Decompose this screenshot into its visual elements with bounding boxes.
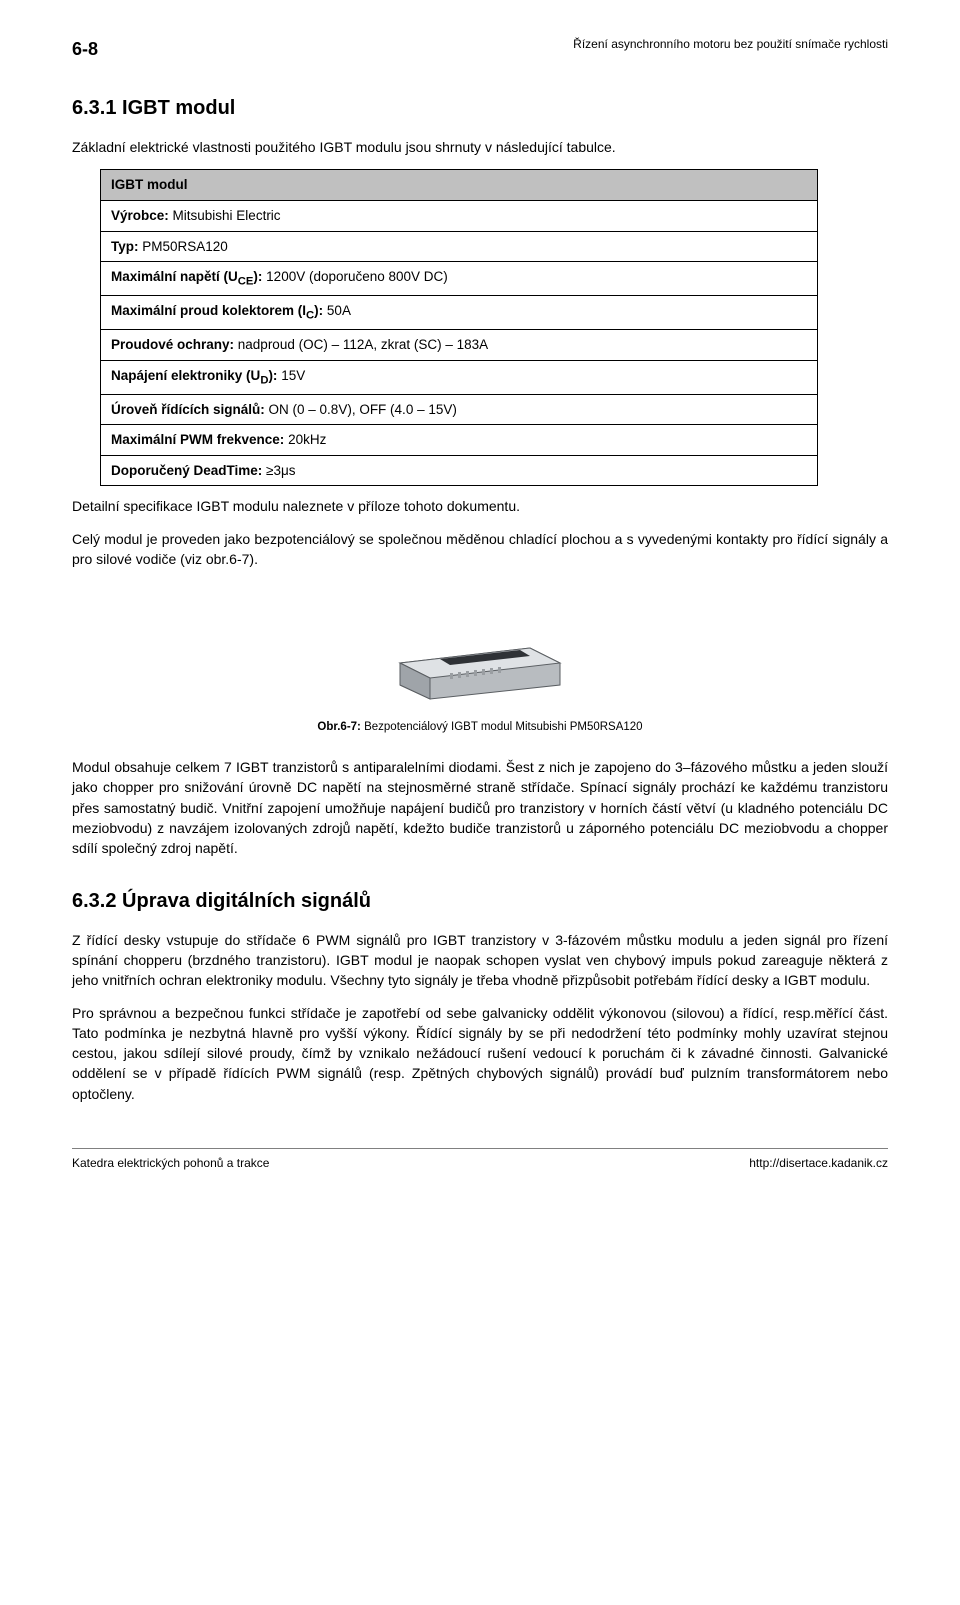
footer-right: http://disertace.kadanik.cz bbox=[749, 1155, 888, 1172]
spec-label: Úroveň řídících signálů: bbox=[111, 402, 265, 417]
spec-value: ≥3μs bbox=[262, 463, 295, 478]
spec-label: Napájení elektroniky (U bbox=[111, 368, 260, 383]
spec-label: Doporučený DeadTime: bbox=[111, 463, 262, 478]
section-631-intro: Základní elektrické vlastnosti použitého… bbox=[72, 137, 888, 157]
footer-left: Katedra elektrických pohonů a trakce bbox=[72, 1155, 269, 1172]
section-632-heading: 6.3.2 Úprava digitálních signálů bbox=[72, 887, 888, 916]
after-table-p1: Detailní specifikace IGBT modulu nalezne… bbox=[72, 496, 888, 516]
spec-value: 50A bbox=[323, 303, 351, 318]
table-row: Doporučený DeadTime: ≥3μs bbox=[101, 455, 818, 486]
figure-caption-label: Obr.6-7: bbox=[317, 721, 360, 733]
table-row: Maximální PWM frekvence: 20kHz bbox=[101, 425, 818, 456]
igbt-module-icon bbox=[380, 593, 580, 703]
page-footer: Katedra elektrických pohonů a trakce htt… bbox=[72, 1148, 888, 1172]
table-cell: Maximální napětí (UCE): 1200V (doporučen… bbox=[101, 262, 818, 296]
section-631-heading: 6.3.1 IGBT modul bbox=[72, 94, 888, 123]
table-cell: Maximální proud kolektorem (IC): 50A bbox=[101, 296, 818, 330]
table-cell: Maximální PWM frekvence: 20kHz bbox=[101, 425, 818, 456]
table-row: Výrobce: Mitsubishi Electric bbox=[101, 200, 818, 231]
table-row: Maximální proud kolektorem (IC): 50A bbox=[101, 296, 818, 330]
running-title: Řízení asynchronního motoru bez použití … bbox=[573, 36, 888, 62]
table-row: Maximální napětí (UCE): 1200V (doporučen… bbox=[101, 262, 818, 296]
spec-value: ON (0 – 0.8V), OFF (4.0 – 15V) bbox=[265, 402, 457, 417]
spec-label-subscript: C bbox=[306, 310, 314, 322]
table-header-cell: IGBT modul bbox=[101, 170, 818, 201]
table-cell: Doporučený DeadTime: ≥3μs bbox=[101, 455, 818, 486]
table-cell: Výrobce: Mitsubishi Electric bbox=[101, 200, 818, 231]
after-table-p2: Celý modul je proveden jako bezpotenciál… bbox=[72, 529, 888, 570]
spec-value: nadproud (OC) – 112A, zkrat (SC) – 183A bbox=[234, 337, 488, 352]
spec-label: Maximální PWM frekvence: bbox=[111, 432, 284, 447]
spec-label: Maximální proud kolektorem (I bbox=[111, 303, 306, 318]
spec-label: Proudové ochrany: bbox=[111, 337, 234, 352]
table-row: Úroveň řídících signálů: ON (0 – 0.8V), … bbox=[101, 394, 818, 425]
spec-label-subscript: CE bbox=[238, 276, 254, 288]
spec-value: PM50RSA120 bbox=[139, 239, 228, 254]
table-cell: Typ: PM50RSA120 bbox=[101, 231, 818, 262]
spec-label: Typ: bbox=[111, 239, 139, 254]
table-cell: Úroveň řídících signálů: ON (0 – 0.8V), … bbox=[101, 394, 818, 425]
spec-label: Výrobce: bbox=[111, 208, 169, 223]
table-row: Typ: PM50RSA120 bbox=[101, 231, 818, 262]
table-row: Proudové ochrany: nadproud (OC) – 112A, … bbox=[101, 330, 818, 361]
figure-caption-text: Bezpotenciálový IGBT modul Mitsubishi PM… bbox=[361, 721, 643, 733]
spec-label: Maximální napětí (U bbox=[111, 269, 238, 284]
igbt-spec-table: IGBT modul Výrobce: Mitsubishi ElectricT… bbox=[100, 169, 818, 486]
spec-value: 20kHz bbox=[284, 432, 326, 447]
table-cell: Proudové ochrany: nadproud (OC) – 112A, … bbox=[101, 330, 818, 361]
table-header-row: IGBT modul bbox=[101, 170, 818, 201]
spec-value: 15V bbox=[277, 368, 305, 383]
section-632-p2: Pro správnou a bezpečnou funkci střídače… bbox=[72, 1003, 888, 1104]
spec-value: 1200V (doporučeno 800V DC) bbox=[262, 269, 447, 284]
page-number: 6-8 bbox=[72, 36, 98, 62]
spec-value: Mitsubishi Electric bbox=[169, 208, 281, 223]
section-632-p1: Z řídící desky vstupuje do střídače 6 PW… bbox=[72, 930, 888, 991]
spec-label-tail: ): bbox=[314, 303, 323, 318]
section-631-para3: Modul obsahuje celkem 7 IGBT tranzistorů… bbox=[72, 757, 888, 858]
table-row: Napájení elektroniky (UD): 15V bbox=[101, 360, 818, 394]
table-cell: Napájení elektroniky (UD): 15V bbox=[101, 360, 818, 394]
module-figure bbox=[72, 593, 888, 708]
page-header: 6-8 Řízení asynchronního motoru bez použ… bbox=[72, 36, 888, 62]
figure-caption: Obr.6-7: Bezpotenciálový IGBT modul Mits… bbox=[72, 719, 888, 736]
